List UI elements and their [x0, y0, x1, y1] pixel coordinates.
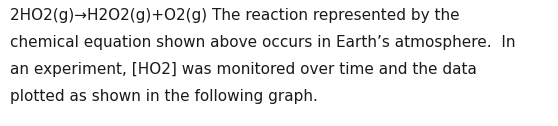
- Text: chemical equation shown above occurs in Earth’s atmosphere.  In: chemical equation shown above occurs in …: [10, 35, 516, 50]
- Text: plotted as shown in the following graph.: plotted as shown in the following graph.: [10, 89, 318, 104]
- Text: 2HO2(g)→H2O2(g)+O2(g) The reaction represented by the: 2HO2(g)→H2O2(g)+O2(g) The reaction repre…: [10, 8, 460, 23]
- Text: an experiment, [HO2] was monitored over time and the data: an experiment, [HO2] was monitored over …: [10, 62, 477, 77]
